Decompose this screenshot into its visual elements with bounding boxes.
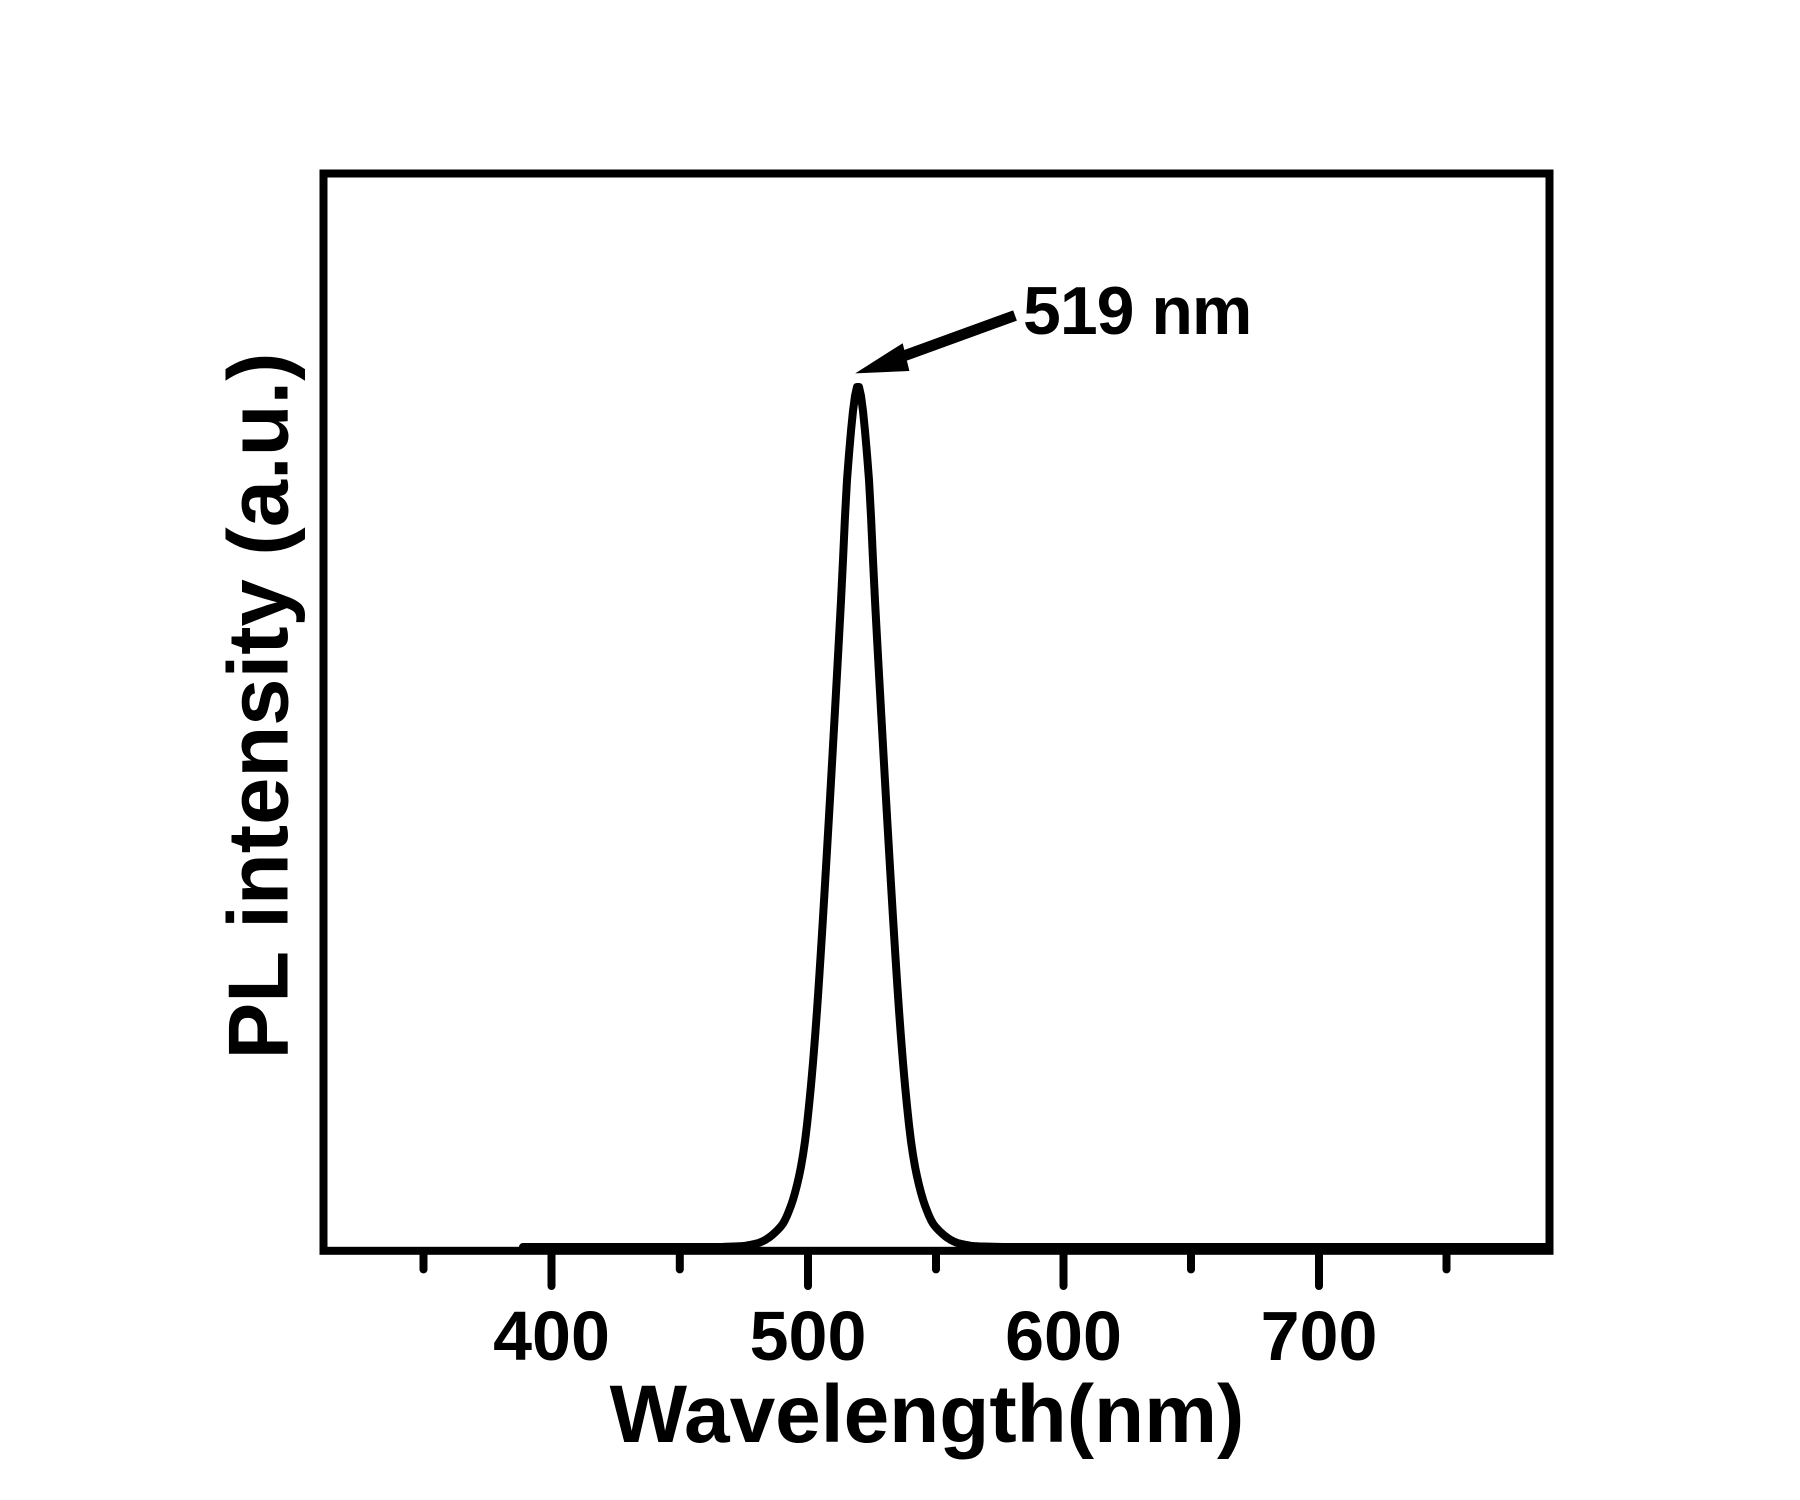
svg-text:500: 500	[750, 1297, 867, 1375]
svg-text:600: 600	[1005, 1297, 1122, 1375]
svg-text:400: 400	[493, 1297, 610, 1375]
svg-text:PL intensity (a.u.): PL intensity (a.u.)	[212, 353, 307, 1060]
svg-text:700: 700	[1261, 1297, 1378, 1375]
svg-text:Wavelength(nm): Wavelength(nm)	[610, 1369, 1245, 1460]
svg-text:519 nm: 519 nm	[1023, 273, 1251, 349]
